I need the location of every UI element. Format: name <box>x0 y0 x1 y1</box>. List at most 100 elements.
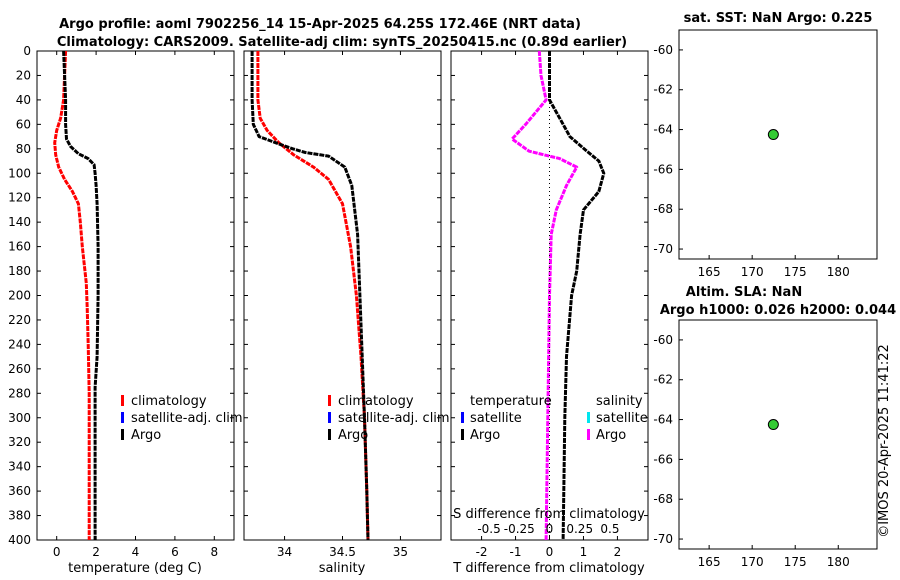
temperature-chart: 0 2 4 6 802040608010012014016018020022024026… <box>8 44 234 559</box>
salinity-panel <box>243 50 442 541</box>
legend-swatch-satellite <box>328 412 331 423</box>
x-tick-label: 4 <box>132 545 140 559</box>
x-tick-label: 170 <box>741 555 764 569</box>
series-line-climatology <box>256 51 370 541</box>
series-line-s-argo <box>510 50 579 541</box>
y-tick-label: 320 <box>8 435 31 449</box>
sla-map-panel <box>678 319 878 550</box>
y-tick-label: -66 <box>653 452 673 466</box>
y-tick-label: 160 <box>8 240 31 254</box>
x-tick-label: 165 <box>698 265 721 279</box>
sst-map-title: sat. SST: NaN Argo: 0.225 <box>684 11 873 26</box>
y-tick-label: 100 <box>8 166 31 180</box>
difference-legend: temperature salinity satellite Argo sate… <box>461 394 648 443</box>
y-tick-label: 200 <box>8 289 31 303</box>
y-tick-label: -70 <box>653 532 673 546</box>
timestamp-stamp: ©IMOS 20-Apr-2025 11:41:22 <box>877 344 892 538</box>
legend-swatch-s-satellite <box>587 412 590 423</box>
y-tick-label: 340 <box>8 460 31 474</box>
y-tick-label: -64 <box>653 123 673 137</box>
y-tick-label: -62 <box>653 83 673 97</box>
y-tick-label: 80 <box>16 142 31 156</box>
sst-map-panel <box>678 29 878 260</box>
x-tick-label: 6 <box>171 545 179 559</box>
x-tick-label: 1 <box>580 545 588 559</box>
x-tick-label: 175 <box>784 555 807 569</box>
legend-swatch-argo <box>328 429 331 440</box>
legend-swatch-s-argo <box>587 429 590 440</box>
legend-label-satellite: satellite-adj. clim <box>338 411 450 426</box>
x-tick-label: 2 <box>92 545 100 559</box>
y-tick-label: -70 <box>653 242 673 256</box>
y-tick-label: 260 <box>8 362 31 376</box>
legend-label-climatology: climatology <box>131 394 207 409</box>
x-tick-label: 0 <box>53 545 61 559</box>
temperature-xlabel: temperature (deg C) <box>68 561 202 576</box>
y-tick-label: 380 <box>8 509 31 523</box>
argo-location-marker <box>767 129 779 141</box>
y-tick-label: 0 <box>23 44 31 58</box>
y-tick-label: 220 <box>8 313 31 327</box>
figure-title-line1: Argo profile: aoml 7902256_14 15-Apr-202… <box>59 17 581 32</box>
x-tick-label: -2 <box>476 545 488 559</box>
y-tick-label: 20 <box>16 68 31 82</box>
salinity-legend: climatology satellite-adj. clim Argo <box>328 394 450 443</box>
y-tick-label: 300 <box>8 411 31 425</box>
y-tick-label: -60 <box>653 333 673 347</box>
legend-swatch-climatology <box>121 395 124 406</box>
sla-map-title: Altim. SLA: NaN <box>686 285 802 300</box>
legend-label-climatology: climatology <box>338 394 414 409</box>
salinity-chart: 34 34.5 35 <box>244 50 441 559</box>
x-tick-label: 175 <box>784 265 807 279</box>
legend-label-satellite: satellite-adj. clim <box>131 411 243 426</box>
s-tick-label: 0 <box>546 522 554 536</box>
series-line-argo <box>250 51 370 541</box>
legend-title-temperature: temperature <box>470 394 552 409</box>
legend-label-argo: Argo <box>131 428 161 443</box>
y-tick-label: -66 <box>653 162 673 176</box>
y-tick-label: 60 <box>16 117 31 131</box>
legend-label-argo: Argo <box>338 428 368 443</box>
y-tick-label: 120 <box>8 191 31 205</box>
x-tick-label: 2 <box>614 545 622 559</box>
legend-label-t-satellite: satellite <box>470 411 522 426</box>
legend-swatch-satellite <box>121 412 124 423</box>
series-line-t-argo <box>548 51 606 541</box>
x-tick-label: 170 <box>741 265 764 279</box>
legend-swatch-t-satellite <box>461 412 464 423</box>
x-tick-label: 180 <box>827 555 850 569</box>
y-tick-label: 240 <box>8 337 31 351</box>
legend-title-salinity: salinity <box>596 394 643 409</box>
x-tick-label: 165 <box>698 555 721 569</box>
series-line-argo <box>62 50 100 540</box>
s-tick-label: -0.5 <box>477 522 500 536</box>
legend-swatch-t-argo <box>461 429 464 440</box>
legend-label-t-argo: Argo <box>470 428 500 443</box>
y-tick-label: -62 <box>653 373 673 387</box>
x-tick-label: -1 <box>510 545 522 559</box>
figure-title-line2: Climatology: CARS2009. Satellite-adj cli… <box>57 35 627 50</box>
salinity-xlabel: salinity <box>319 561 366 576</box>
temperature-legend: climatology satellite-adj. clim Argo <box>121 394 243 443</box>
x-tick-label: 0 <box>546 545 554 559</box>
y-tick-label: 40 <box>16 93 31 107</box>
sst-map-chart: 165 170 175 180 -60 -62 -64 -66 -68 -70 <box>653 43 849 279</box>
y-tick-label: -60 <box>653 43 673 57</box>
y-tick-label: 360 <box>8 484 31 498</box>
y-tick-label: -68 <box>653 202 673 216</box>
s-tick-label: -0.25 <box>504 522 535 536</box>
x-tick-label: 35 <box>393 545 408 559</box>
x-tick-label: 8 <box>210 545 218 559</box>
x-tick-label: 34 <box>277 545 292 559</box>
legend-swatch-climatology <box>328 395 331 406</box>
legend-label-s-argo: Argo <box>596 428 626 443</box>
s-tick-label: 0.25 <box>566 522 593 536</box>
s-difference-label: S difference from climatology <box>453 507 645 522</box>
y-tick-label: 140 <box>8 215 31 229</box>
sla-map-subtitle: Argo h1000: 0.026 h2000: 0.044 <box>660 303 896 318</box>
sla-map-chart: 165 170 175 180 -60 -62 -64 -66 -68 -70 <box>653 333 849 569</box>
x-tick-label: 180 <box>827 265 850 279</box>
y-tick-label: 180 <box>8 264 31 278</box>
y-tick-label: -64 <box>653 413 673 427</box>
